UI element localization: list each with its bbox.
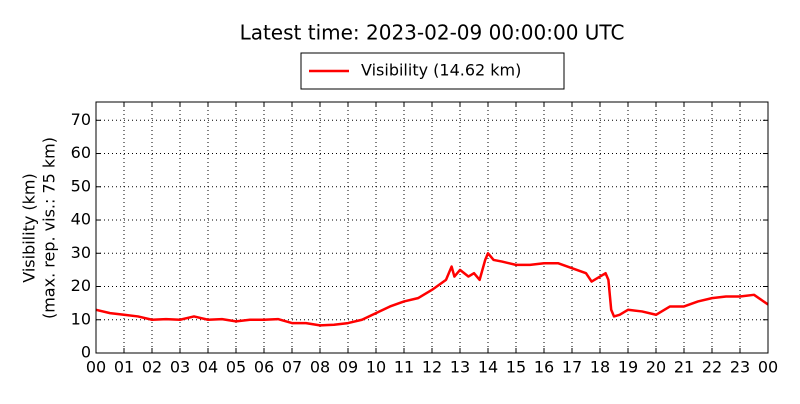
x-tick-label: 15 [506, 358, 526, 377]
x-tick-label: 00 [758, 358, 778, 377]
y-tick-label: 10 [71, 309, 91, 328]
x-tick-label: 11 [394, 358, 414, 377]
x-tick-label: 18 [590, 358, 610, 377]
y-tick-label: 40 [71, 210, 91, 229]
x-tick-label: 14 [478, 358, 498, 377]
y-tick-label: 20 [71, 276, 91, 295]
chart-title: Latest time: 2023-02-09 00:00:00 UTC [240, 21, 625, 45]
x-tick-label: 04 [198, 358, 218, 377]
x-tick-label: 21 [674, 358, 694, 377]
y-axis-label: (max. rep. vis.: 75 km) [40, 137, 59, 319]
y-tick-label: 0 [81, 343, 91, 362]
x-tick-label: 02 [142, 358, 162, 377]
x-tick-label: 06 [254, 358, 274, 377]
x-tick-label: 22 [702, 358, 722, 377]
plot-frame [95, 101, 769, 354]
x-tick-label: 03 [170, 358, 190, 377]
x-tick-label: 09 [338, 358, 358, 377]
x-tick-label: 13 [450, 358, 470, 377]
x-tick-label: 10 [366, 358, 386, 377]
x-tick-label: 07 [282, 358, 302, 377]
y-tick-label: 30 [71, 243, 91, 262]
x-tick-label: 19 [618, 358, 638, 377]
x-tick-label: 17 [562, 358, 582, 377]
x-tick-label: 23 [730, 358, 750, 377]
x-tick-label: 16 [534, 358, 554, 377]
x-tick-label: 20 [646, 358, 666, 377]
legend-label: Visibility (14.62 km) [361, 61, 521, 80]
data-line [95, 252, 769, 327]
x-tick-label: 01 [114, 358, 134, 377]
y-axis-label: Visibility (km) [20, 173, 39, 282]
y-tick-label: 60 [71, 143, 91, 162]
x-tick-label: 08 [310, 358, 330, 377]
x-tick-label: 12 [422, 358, 442, 377]
y-tick-label: 70 [71, 110, 91, 129]
y-tick-label: 50 [71, 176, 91, 195]
x-tick-label: 00 [86, 358, 106, 377]
x-tick-label: 05 [226, 358, 246, 377]
